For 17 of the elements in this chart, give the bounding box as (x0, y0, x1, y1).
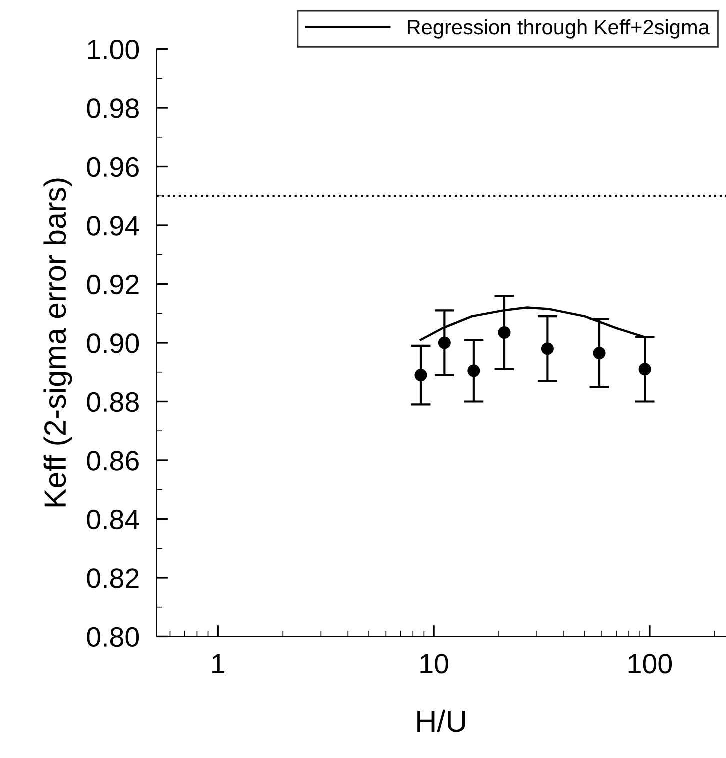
y-tick-label: 0.82 (87, 568, 139, 588)
y-tick-label: 0.96 (87, 157, 139, 178)
y-tick-label: 0.88 (87, 392, 139, 412)
y-tick-label: 0.94 (87, 216, 140, 236)
y-tick-label: 1.00 (88, 40, 140, 60)
legend-label: Regression through Keff+2sigma (408, 19, 710, 39)
y-tick-label: 0.92 (87, 274, 139, 295)
x-axis-title: H/U (418, 710, 466, 732)
y-tick-label: 0.98 (87, 98, 139, 118)
x-tick-label: 100 (628, 654, 672, 674)
x-tick-label: 1 (212, 654, 225, 674)
y-tick-label: 0.84 (87, 510, 140, 530)
y-tick-label: 0.80 (87, 627, 140, 648)
y-tick-label: 0.86 (87, 451, 139, 471)
y-axis-title: Keff (2-sigma error bars) (44, 178, 72, 507)
x-tick-label: 10 (420, 654, 448, 674)
y-tick-label: 0.90 (87, 334, 140, 354)
